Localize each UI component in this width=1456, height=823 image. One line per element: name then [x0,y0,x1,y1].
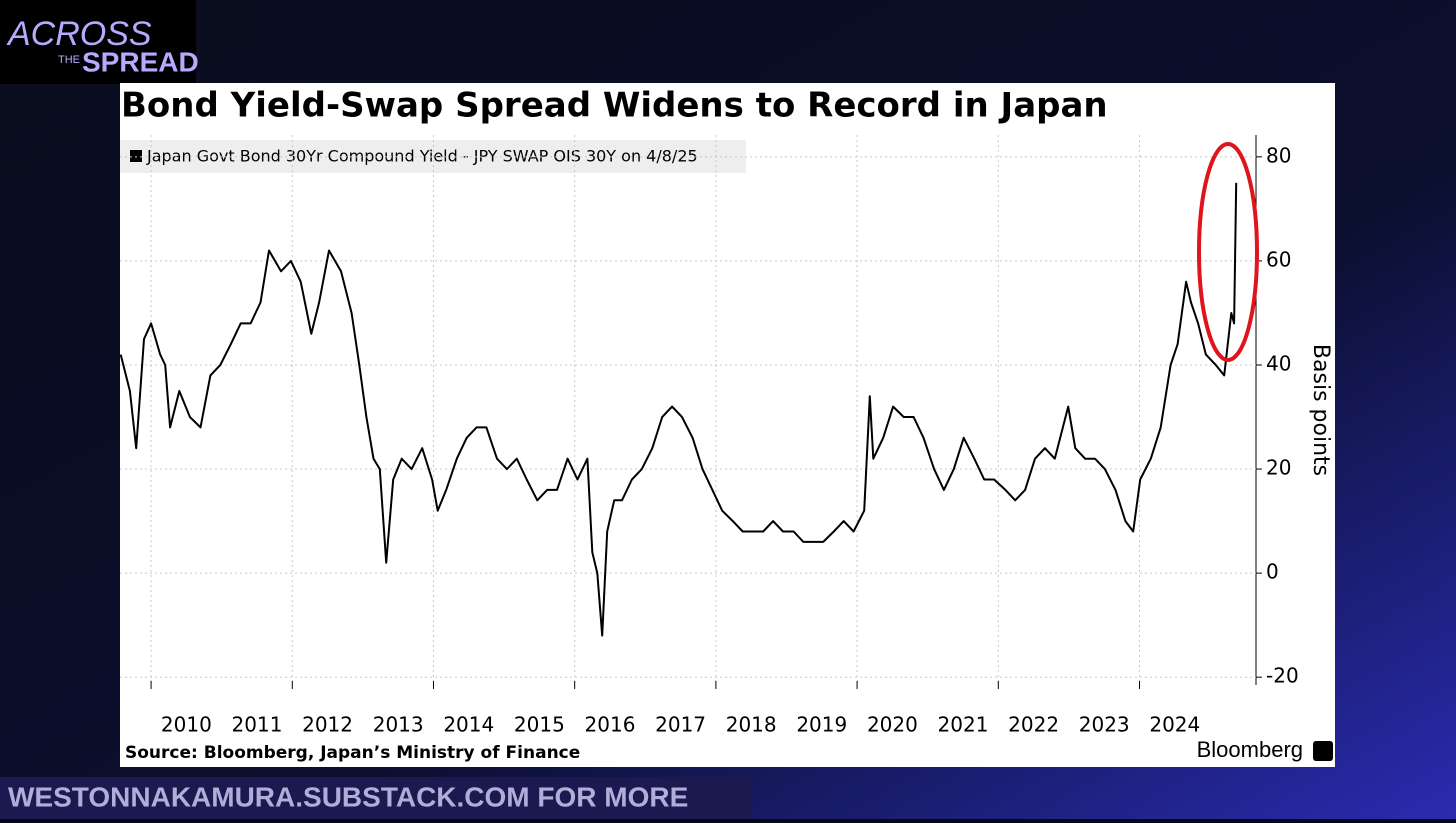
data-line [119,182,1238,637]
x-tick-label: 2023 [1079,713,1130,737]
x-tick-label: 2010 [161,713,212,737]
x-tick-label: 2015 [514,713,565,737]
y-axis-title: Basis points [1308,344,1333,476]
y-tick-label: 80 [1266,143,1291,167]
chart-title: Bond Yield-Swap Spread Widens to Record … [121,86,1108,126]
brand: Bloomberg [1197,737,1303,762]
source-note: Source: Bloomberg, Japan’s Ministry of F… [125,743,580,763]
x-tick-label: 2022 [1008,713,1059,737]
x-tick-label: 2017 [655,713,706,737]
plot: 80 60 40 20 0 -20 2010 2011 2012 2013 2014 2015 2016… [119,135,1299,737]
y-tick-label: -20 [1266,664,1299,688]
x-tick-label: 2018 [726,713,777,737]
logo-box [0,0,196,84]
x-tick-label: 2021 [938,713,989,737]
x-tick-label: 2014 [443,713,494,737]
y-tick-label: 40 [1266,351,1291,375]
x-tick-label: 2013 [373,713,424,737]
x-tick-label: 2012 [302,713,353,737]
legend-entry: Japan Govt Bond 30Yr Compound Yield - JP… [146,147,698,166]
x-tick-label: 2016 [585,713,636,737]
x-tick-label: 2020 [867,713,918,737]
y-tick-label: 0 [1266,560,1279,584]
legend-swatch [130,150,142,162]
x-tick-label: 2024 [1149,713,1200,737]
banner-text: WESTONNAKAMURA.SUBSTACK.COM FOR MORE [8,781,688,812]
brand-icon [1313,741,1333,761]
logo-text: SPREAD [82,46,199,77]
x-tick-label: 2011 [232,713,283,737]
y-tick-label: 60 [1266,247,1291,271]
y-tick-label: 20 [1266,456,1291,480]
logo-text: THE [58,54,80,66]
chart-panel [120,83,1335,767]
highlight-circle [1197,142,1259,362]
logo-text: ACROSS [6,15,152,53]
x-tick-label: 2019 [796,713,847,737]
banner-box [0,777,752,819]
